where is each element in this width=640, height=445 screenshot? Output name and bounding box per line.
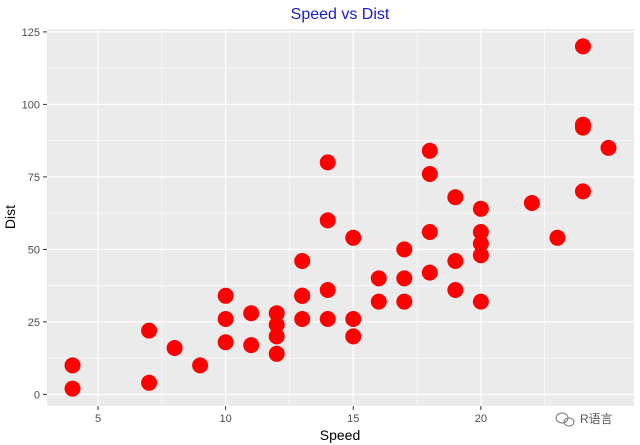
data-point	[447, 253, 464, 269]
data-point	[64, 380, 81, 397]
x-tick-label: 20	[475, 413, 487, 425]
data-point	[319, 311, 336, 327]
data-point	[319, 282, 336, 298]
data-point	[217, 334, 234, 351]
data-point	[421, 224, 438, 240]
grid-lines	[47, 29, 634, 406]
data-points	[64, 38, 617, 397]
data-point	[268, 316, 285, 333]
data-point	[319, 154, 336, 171]
y-tick-label: 50	[28, 244, 40, 256]
data-point	[268, 345, 285, 362]
data-point	[64, 357, 81, 374]
data-point	[472, 293, 489, 310]
data-point	[447, 189, 464, 206]
data-point	[294, 287, 311, 304]
data-point	[396, 241, 413, 258]
data-point	[345, 328, 362, 345]
data-point	[217, 311, 234, 327]
x-tick-label: 5	[95, 413, 101, 425]
data-point	[370, 270, 387, 287]
chart-title: Speed vs Dist	[291, 6, 390, 23]
data-point	[166, 340, 183, 356]
data-point	[345, 311, 362, 327]
data-point	[421, 166, 438, 182]
data-point	[294, 311, 311, 327]
y-tick-label: 0	[34, 389, 40, 401]
data-point	[396, 270, 413, 287]
watermark: R语言	[555, 412, 613, 427]
y-axis-title: Dist	[2, 205, 18, 229]
x-tick-label: 10	[220, 413, 232, 425]
data-point	[472, 200, 489, 217]
data-point	[268, 305, 285, 322]
y-tick-label: 75	[28, 172, 40, 184]
y-axis: 0 25 50 75 100 125	[22, 27, 47, 401]
data-point	[141, 322, 158, 339]
data-point	[574, 116, 591, 133]
data-point	[192, 357, 209, 374]
data-point	[574, 183, 591, 200]
data-point	[141, 374, 158, 391]
data-point	[574, 38, 591, 55]
watermark-text: R语言	[580, 412, 613, 426]
y-tick-label: 25	[28, 317, 40, 329]
data-point	[345, 229, 362, 246]
data-point	[319, 212, 336, 229]
x-axis: 5 10 15 20	[95, 406, 487, 425]
x-tick-label: 15	[347, 413, 359, 425]
plot-panel	[47, 29, 634, 406]
data-point	[243, 305, 260, 322]
data-point	[549, 229, 566, 246]
data-point	[600, 139, 617, 156]
data-point	[294, 253, 311, 269]
data-point	[268, 328, 285, 345]
data-point	[523, 195, 540, 211]
y-tick-label: 125	[22, 27, 40, 39]
data-point	[421, 264, 438, 281]
y-tick-label: 100	[22, 99, 40, 111]
data-point	[472, 247, 489, 264]
data-point	[217, 287, 234, 304]
data-point	[447, 282, 464, 298]
data-point	[396, 293, 413, 310]
data-point	[472, 224, 489, 240]
wechat-icon	[555, 412, 575, 427]
data-point	[421, 142, 438, 159]
data-point	[472, 235, 489, 252]
data-point	[370, 293, 387, 310]
data-point	[243, 337, 260, 354]
x-axis-title: Speed	[320, 427, 360, 443]
